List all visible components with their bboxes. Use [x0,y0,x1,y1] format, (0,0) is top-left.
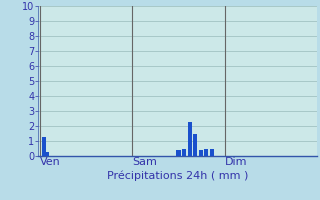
Bar [188,121,192,156]
Bar [199,150,203,156]
Bar [44,152,49,156]
Bar [204,148,208,156]
Bar [182,148,186,156]
Bar [42,137,46,156]
Bar [210,149,214,156]
X-axis label: Précipitations 24h ( mm ): Précipitations 24h ( mm ) [107,170,248,181]
Bar [176,150,180,156]
Bar [193,134,197,156]
